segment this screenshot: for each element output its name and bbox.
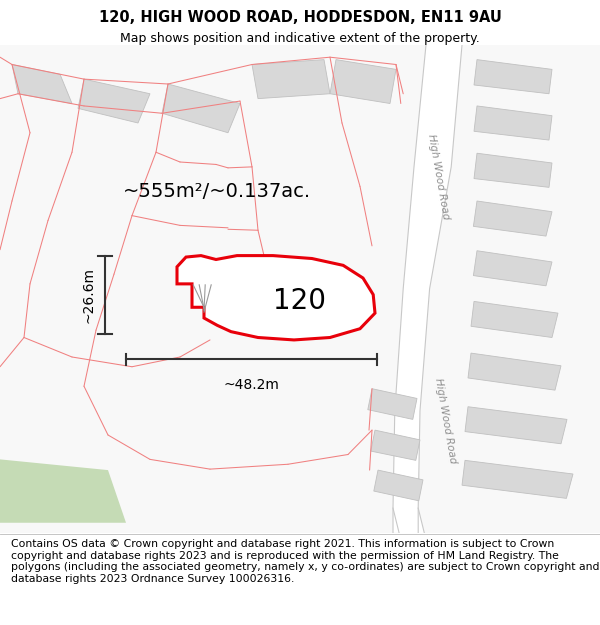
Polygon shape — [474, 106, 552, 140]
Polygon shape — [12, 64, 72, 104]
Text: ~26.6m: ~26.6m — [82, 267, 95, 322]
Polygon shape — [371, 430, 420, 461]
Text: High Wood Road: High Wood Road — [433, 377, 458, 464]
Polygon shape — [393, 45, 462, 532]
Polygon shape — [374, 470, 423, 501]
Polygon shape — [393, 508, 433, 581]
Polygon shape — [471, 301, 558, 338]
Polygon shape — [368, 389, 417, 419]
Polygon shape — [252, 59, 330, 99]
Text: ~555m²/~0.137ac.: ~555m²/~0.137ac. — [123, 182, 311, 201]
Polygon shape — [0, 459, 126, 522]
Polygon shape — [473, 201, 552, 236]
Polygon shape — [473, 251, 552, 286]
Polygon shape — [177, 256, 375, 340]
Polygon shape — [330, 59, 396, 104]
Polygon shape — [474, 59, 552, 94]
Polygon shape — [0, 45, 600, 532]
Polygon shape — [465, 407, 567, 444]
Text: Map shows position and indicative extent of the property.: Map shows position and indicative extent… — [120, 32, 480, 46]
Polygon shape — [162, 84, 240, 132]
Text: High Wood Road: High Wood Road — [425, 133, 451, 220]
Text: ~48.2m: ~48.2m — [223, 378, 280, 392]
Polygon shape — [78, 79, 150, 123]
Polygon shape — [468, 353, 561, 390]
Polygon shape — [462, 461, 573, 498]
Text: Contains OS data © Crown copyright and database right 2021. This information is : Contains OS data © Crown copyright and d… — [11, 539, 599, 584]
Text: 120, HIGH WOOD ROAD, HODDESDON, EN11 9AU: 120, HIGH WOOD ROAD, HODDESDON, EN11 9AU — [98, 10, 502, 25]
Polygon shape — [474, 153, 552, 188]
Text: 120: 120 — [274, 287, 326, 315]
